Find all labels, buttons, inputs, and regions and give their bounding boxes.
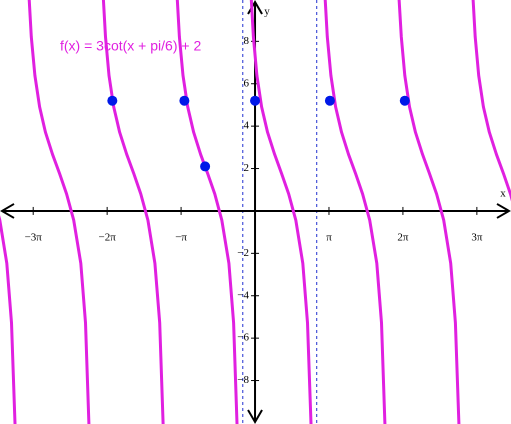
point	[179, 95, 190, 106]
x-tick-label: −3π	[25, 231, 43, 243]
point	[200, 161, 211, 172]
chart-title: f(x) = 3cot(x + pi/6) + 2	[60, 38, 201, 54]
point	[250, 95, 261, 106]
y-tick-label: 2	[244, 162, 250, 174]
x-tick-label: −2π	[99, 231, 117, 243]
y-tick-label: −2	[237, 247, 249, 259]
x-axis-label: x	[500, 187, 506, 199]
point	[324, 95, 335, 106]
x-tick-label: 3π	[471, 231, 483, 243]
y-tick-label: 4	[244, 120, 250, 132]
x-tick-label: π	[326, 231, 332, 243]
x-tick-label: −π	[175, 231, 187, 243]
x-tick-label: 2π	[397, 231, 409, 243]
point	[107, 95, 118, 106]
y-tick-label: −8	[237, 374, 249, 386]
point	[399, 95, 410, 106]
y-tick-label: 6	[244, 77, 250, 89]
y-axis-arrow	[247, 0, 263, 424]
y-tick-label: −4	[237, 289, 249, 301]
y-tick-label: 8	[244, 35, 250, 47]
y-axis-label: y	[264, 6, 270, 18]
y-tick-label: −6	[237, 332, 249, 344]
x-axis-arrow	[0, 203, 511, 219]
